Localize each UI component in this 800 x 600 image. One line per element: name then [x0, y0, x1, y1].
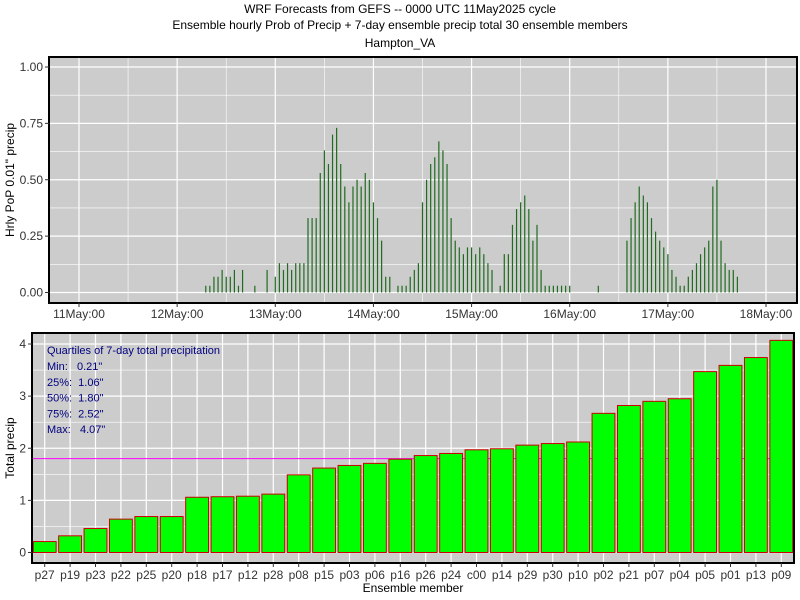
precip-xtick-label: p30: [543, 568, 563, 582]
chart-title-line-1: WRF Forecasts from GEFS -- 0000 UTC 11Ma…: [244, 2, 556, 16]
precip-bar-p13: [743, 357, 768, 553]
pop-xtick-label: 13May:00: [249, 307, 302, 321]
precip-ytick-label: 0: [19, 546, 26, 560]
pop-xtick-label: 14May:00: [347, 307, 400, 321]
precip-bar-p21: [616, 405, 641, 553]
precip-bar-p30: [540, 443, 565, 553]
precip-xtick-label: p06: [365, 568, 385, 582]
precip-ytick-label: 4: [19, 337, 26, 351]
quartiles-heading: Quartiles of 7-day total precipitation: [47, 345, 220, 357]
precip-bar-p29: [515, 444, 540, 553]
precip-bar-p16: [388, 458, 413, 554]
precip-xtick-label: p03: [339, 568, 359, 582]
precip-xtick-label: p20: [162, 568, 182, 582]
pop-xtick-label: 18May:00: [740, 307, 793, 321]
precip-xtick-label: p02: [593, 568, 613, 582]
precip-xtick-label: p27: [35, 568, 55, 582]
precip-bar-p03: [337, 464, 362, 554]
precip-bar-p06: [362, 462, 387, 553]
precip-xtick-label: p23: [85, 568, 105, 582]
precip-bar-p14: [489, 448, 514, 553]
precip-bar-p07: [642, 400, 667, 553]
precip-ytick-label: 2: [19, 441, 26, 455]
precip-xtick-label: p28: [263, 568, 283, 582]
pop-xtick-label: 17May:00: [642, 307, 695, 321]
pop-ytick-label: 0.25: [20, 229, 44, 243]
chart-title-line-2: Ensemble hourly Prob of Precip + 7-day e…: [172, 18, 627, 32]
precip-xtick-label: p04: [670, 568, 690, 582]
precip-bar-p02: [591, 412, 616, 554]
precip-xtick-label: p07: [644, 568, 664, 582]
precip-bar-p08: [286, 474, 311, 553]
precip-xtick-label: p26: [416, 568, 436, 582]
pop-xtick-label: 11May:00: [53, 307, 105, 321]
pop-ytick-label: 0.75: [20, 116, 44, 130]
precip-xtick-label: p08: [289, 568, 309, 582]
precip-xtick-label: p17: [212, 568, 232, 582]
precip-xtick-label: p19: [60, 568, 80, 582]
precip-panel: Quartiles of 7-day total precipitation Mi…: [3, 332, 795, 595]
precip-bar-p09: [769, 339, 794, 553]
precip-xtick-label: p01: [720, 568, 740, 582]
precip-bar-p25: [134, 516, 159, 554]
quartiles-line: Max: 4.07": [47, 424, 105, 436]
chart-title-line-3: Hampton_VA: [365, 36, 435, 50]
pop-xtick-label: 12May:00: [151, 307, 204, 321]
precip-bar-p23: [83, 528, 108, 554]
precip-xtick-label: p22: [111, 568, 131, 582]
pop-xtick-label: 16May:00: [543, 307, 596, 321]
precip-ytick-label: 1: [19, 493, 26, 507]
precip-bar-p05: [693, 371, 718, 553]
precip-xtick-label: p21: [619, 568, 639, 582]
precip-xtick-label: p24: [441, 568, 461, 582]
precip-bar-p12: [235, 495, 260, 553]
pop-ytick-label: 0.00: [20, 286, 44, 300]
precip-xtick-label: p16: [390, 568, 410, 582]
quartiles-line: Min: 0.21": [47, 361, 102, 373]
precip-bar-p04: [667, 398, 692, 554]
precip-bar-p15: [312, 467, 337, 553]
precip-bar-p20: [159, 516, 184, 554]
precip-xtick-label: p13: [746, 568, 766, 582]
precip-bar-p18: [185, 496, 210, 553]
pop-ytick-label: 0.50: [20, 173, 44, 187]
precip-bar-c00: [464, 449, 489, 553]
precip-xtick-label: p05: [695, 568, 715, 582]
pop-panel: 0.00 0.25 0.50 0.75 1.00 11May:00 12May:00 13Ma…: [3, 56, 798, 321]
precip-xtick-label: p12: [238, 568, 258, 582]
precip-bar-p26: [413, 455, 438, 553]
precip-xtick-label: p25: [136, 568, 156, 582]
precip-xtick-label: p18: [187, 568, 207, 582]
pop-ytick-label: 1.00: [20, 60, 44, 74]
quartiles-line: 50%: 1.80": [47, 393, 104, 405]
quartiles-line: 75%: 2.52": [47, 408, 104, 420]
precip-xtick-label: p09: [771, 568, 791, 582]
precip-xtick-label: p14: [492, 568, 512, 582]
precip-bar-p19: [58, 535, 83, 554]
precip-bar-p10: [566, 441, 591, 553]
precip-bar-p17: [210, 496, 235, 554]
pop-ylabel: Hrly PoP 0.01" precip: [3, 123, 17, 237]
precip-bar-p22: [108, 518, 133, 554]
precip-xtick-label: p10: [568, 568, 588, 582]
precip-xtick-label: c00: [467, 568, 487, 582]
precip-bar-p01: [718, 364, 743, 553]
quartiles-line: 25%: 1.06": [47, 377, 104, 389]
precip-ytick-label: 3: [19, 389, 26, 403]
precip-xlabel: Ensemble member: [363, 581, 464, 595]
precip-xtick-label: p15: [314, 568, 334, 582]
precip-bar-p28: [261, 493, 286, 553]
precip-xtick-label: p29: [517, 568, 537, 582]
precip-bar-p24: [439, 452, 464, 553]
pop-xtick-label: 15May:00: [445, 307, 498, 321]
precip-bar-p27: [32, 541, 57, 554]
precip-ylabel: Total precip: [3, 417, 17, 479]
